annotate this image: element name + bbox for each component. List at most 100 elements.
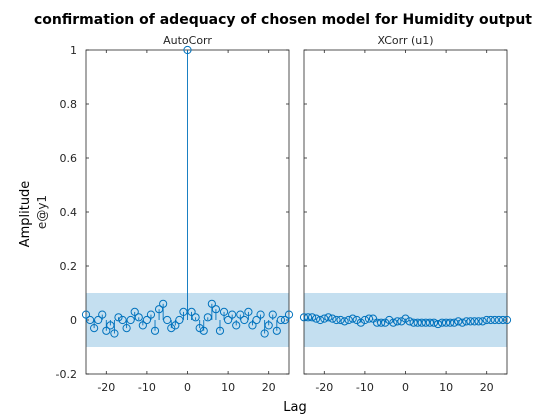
stem-marker <box>401 314 410 323</box>
stem-marker <box>320 314 329 323</box>
stem-marker <box>405 317 414 326</box>
stem-marker <box>502 315 512 325</box>
stem-marker <box>324 313 333 322</box>
stem-marker <box>134 313 143 322</box>
stem-marker <box>228 310 237 319</box>
stem-marker <box>372 318 382 327</box>
stem-marker <box>284 310 294 319</box>
x-tick-label: 20 <box>262 381 276 394</box>
stem-marker <box>219 307 229 316</box>
stem-marker <box>360 315 369 325</box>
panel-title: AutoCorr <box>163 34 212 47</box>
x-tick-label: -10 <box>138 381 156 394</box>
stem-marker <box>252 315 261 325</box>
stem-marker <box>268 310 277 319</box>
stem-marker <box>215 326 225 335</box>
y-tick-label: 1 <box>70 44 77 57</box>
panel-title: XCorr (u1) <box>377 34 433 47</box>
stem-marker <box>146 310 156 319</box>
stem-marker <box>348 314 357 323</box>
stem-marker <box>102 326 111 335</box>
stem-marker <box>236 310 245 319</box>
stem-marker <box>81 310 91 319</box>
stem-marker <box>336 315 345 325</box>
stem-marker <box>344 315 353 325</box>
y-tick-label: 0 <box>70 314 77 327</box>
stem-marker <box>163 315 172 325</box>
x-tick-label: 0 <box>402 381 409 394</box>
stem-marker <box>421 318 430 327</box>
stem-marker <box>240 315 249 325</box>
stem-marker <box>191 313 200 322</box>
y-tick-label: 0.2 <box>60 260 78 273</box>
stem-marker <box>356 318 365 327</box>
stem-marker <box>199 326 208 335</box>
stem-marker <box>437 318 447 327</box>
stem-marker <box>389 318 398 327</box>
stem-marker <box>122 324 131 333</box>
x-tick-label: -20 <box>97 381 115 394</box>
stem-marker <box>393 317 402 326</box>
stem-marker <box>130 307 139 316</box>
x-tick-label: -10 <box>356 381 374 394</box>
stem-marker <box>260 329 269 338</box>
stem-marker <box>413 318 422 327</box>
stem-marker <box>85 315 95 325</box>
stem-marker <box>409 318 418 327</box>
stem-marker <box>154 305 164 314</box>
stem-marker <box>442 318 451 327</box>
stem-marker <box>458 318 467 327</box>
stem-marker <box>352 315 361 325</box>
stem-marker <box>256 310 265 319</box>
stem-marker <box>332 315 341 325</box>
stem-marker <box>90 324 99 333</box>
stem-marker <box>425 318 434 327</box>
y-axis-label: Amplitude <box>18 181 33 248</box>
stem-marker <box>171 321 180 330</box>
stem-marker <box>454 317 463 326</box>
stem-marker <box>207 299 216 308</box>
stem-marker <box>377 318 386 327</box>
y-tick-label: 0.4 <box>60 206 78 219</box>
stem-marker <box>429 318 439 327</box>
stem-marker <box>276 315 285 325</box>
stem-marker <box>175 315 184 325</box>
x-tick-label: 20 <box>480 381 494 394</box>
stem-marker <box>433 319 443 329</box>
x-tick-label: 0 <box>184 381 191 394</box>
stem-marker <box>106 321 115 330</box>
stem-marker <box>450 318 459 327</box>
stem-marker <box>187 307 196 316</box>
stem-marker <box>142 315 151 325</box>
stem-marker <box>308 313 317 322</box>
x-axis-label: Lag <box>283 400 306 415</box>
stem-marker <box>466 317 475 326</box>
x-tick-label: -20 <box>315 381 333 394</box>
stem-marker <box>167 324 176 333</box>
stem-marker <box>272 326 281 335</box>
stem-marker <box>312 314 321 323</box>
stem-marker <box>248 321 257 330</box>
y-tick-label: 0.8 <box>60 98 78 111</box>
stem-marker <box>299 313 309 322</box>
stem-marker <box>470 317 479 326</box>
stem-marker <box>280 315 290 325</box>
stem-marker <box>244 307 253 316</box>
figure-title: confirmation of adequacy of chosen model… <box>34 12 532 28</box>
y-tick-label: 0.6 <box>60 152 78 165</box>
stem-marker <box>486 315 495 325</box>
stem-marker <box>490 315 499 325</box>
stem-marker <box>462 317 471 326</box>
stem-marker <box>328 314 337 323</box>
y-tick-label: -0.2 <box>56 368 77 381</box>
stem-marker <box>126 315 135 325</box>
stem-marker <box>94 315 103 325</box>
stem-marker <box>478 317 487 326</box>
stem-marker <box>195 324 204 333</box>
stem-marker <box>446 318 455 327</box>
stem-marker <box>159 299 168 308</box>
stem-marker <box>385 315 394 325</box>
stem-marker <box>224 315 233 325</box>
